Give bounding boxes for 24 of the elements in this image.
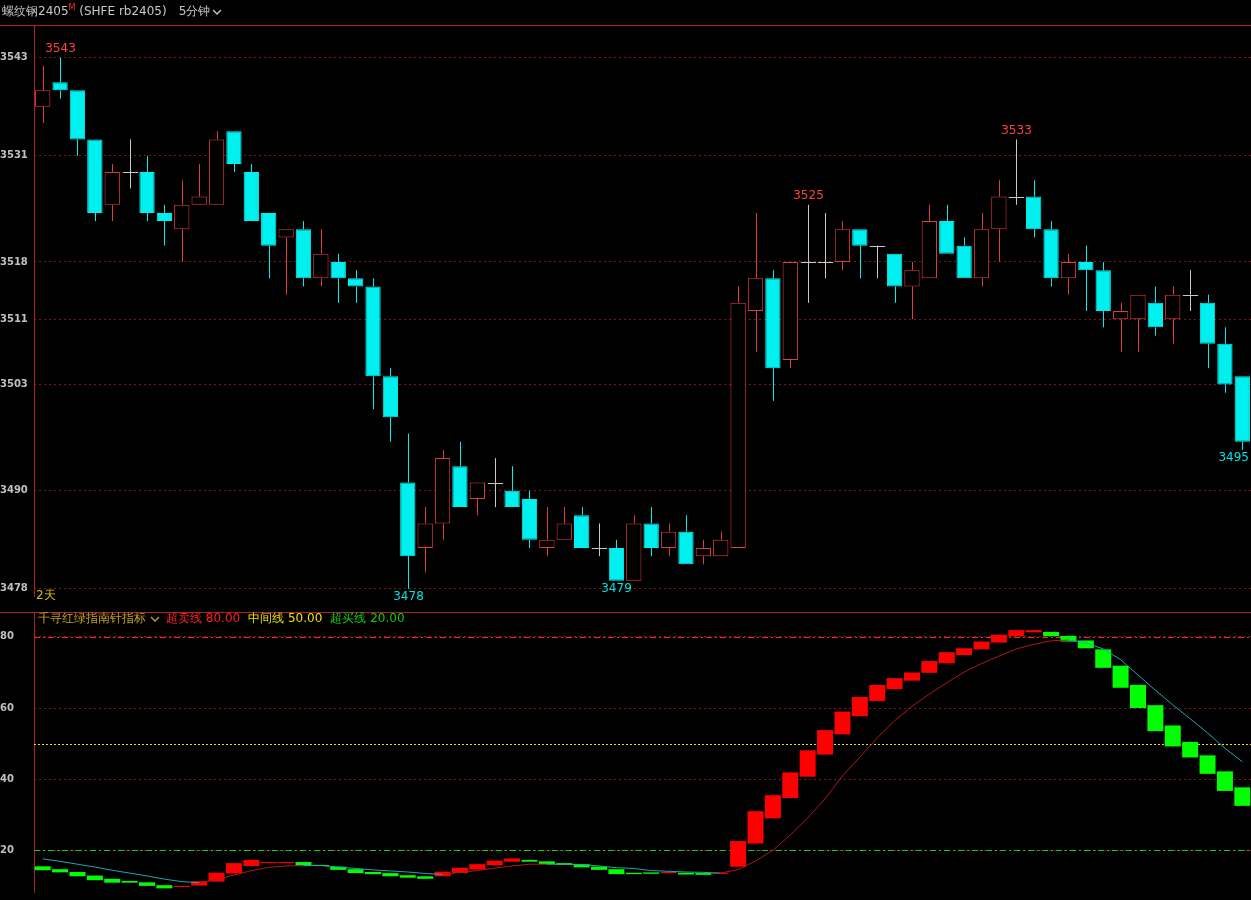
- y-tick-label: 3478: [0, 582, 28, 594]
- text: 3543: [45, 40, 76, 55]
- ref-line-label: 超卖线 80.00: [166, 611, 241, 625]
- chart-title: 千寻红绿指南针指标: [38, 611, 146, 625]
- y-tick-label: 3503: [0, 378, 28, 390]
- y-tick-label: 60: [0, 701, 14, 713]
- text: 3479: [601, 580, 632, 595]
- y-tick-label: 3511: [0, 312, 28, 324]
- text: 3533: [1001, 122, 1032, 137]
- chart-title: 螺纹钢2405$^{M}$ (SHFE rb2405): [2, 3, 167, 18]
- y-tick-label: 3531: [0, 149, 28, 161]
- annotation: 2天: [36, 587, 56, 604]
- ref-line-label: 中间线 50.00: [248, 611, 323, 625]
- chart-subtitle: 5分钟: [178, 4, 211, 18]
- y-tick-label: 3490: [0, 484, 28, 496]
- y-tick-label: 40: [0, 772, 14, 784]
- y-tick-label: 20: [0, 843, 14, 855]
- text: 3525: [793, 187, 824, 202]
- text: 3495: [1218, 450, 1249, 465]
- y-tick-label: 80: [0, 630, 14, 642]
- text: 3478: [393, 588, 424, 603]
- y-tick-label: 3543: [0, 51, 28, 63]
- ref-line-label: 超买线 20.00: [330, 611, 405, 625]
- y-tick-label: 3518: [0, 255, 28, 267]
